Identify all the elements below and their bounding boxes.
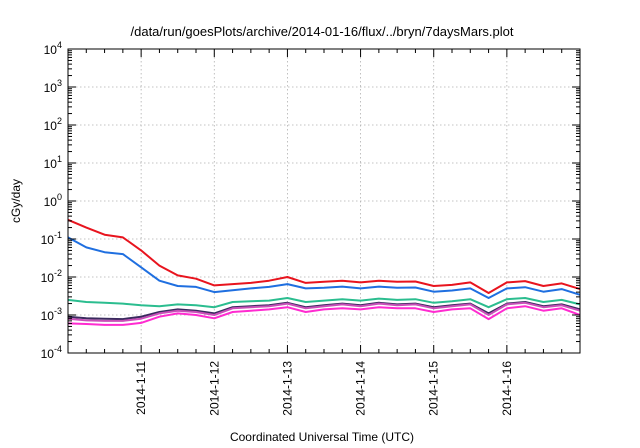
x-axis-label: Coordinated Universal Time (UTC) (230, 430, 414, 444)
series-line-3 (67, 297, 581, 309)
y-tick-label: 10-1 (41, 230, 62, 247)
x-tick-label: 2014-1-14 (354, 361, 368, 416)
y-axis-label: cGy/day (9, 179, 23, 223)
series-line-5 (67, 301, 581, 322)
series-line-6 (67, 305, 581, 326)
grid-lines (68, 49, 580, 353)
x-tick-label: 2014-1-11 (134, 361, 148, 415)
y-tick-label: 10-2 (41, 268, 62, 285)
series-line-1 (67, 218, 581, 294)
series-line-2 (67, 236, 581, 299)
y-tick-label: 10-4 (41, 344, 62, 361)
y-tick-label: 102 (44, 116, 62, 133)
y-tick-label: 10-3 (41, 306, 62, 323)
y-tick-label: 101 (44, 154, 62, 171)
x-tick-label: 2014-1-15 (427, 361, 441, 416)
x-tick-label: 2014-1-13 (280, 361, 294, 416)
y-tick-label: 103 (44, 78, 62, 95)
x-axis-ticks: 2014-1-11 2014-1-12 2014-1-13 2014-1-14 2014… (85, 49, 563, 416)
y-tick-label: 100 (44, 192, 62, 209)
chart-title: /data/run/goesPlots/archive/2014-01-16/f… (131, 24, 514, 39)
series-lines (67, 218, 581, 326)
y-tick-label: 104 (44, 40, 62, 57)
x-tick-label: 2014-1-16 (500, 361, 514, 416)
x-tick-label: 2014-1-12 (207, 361, 221, 416)
y-axis-ticks: 10-4 10-3 10-2 10-1 100 101 102 103 104 (41, 40, 580, 361)
